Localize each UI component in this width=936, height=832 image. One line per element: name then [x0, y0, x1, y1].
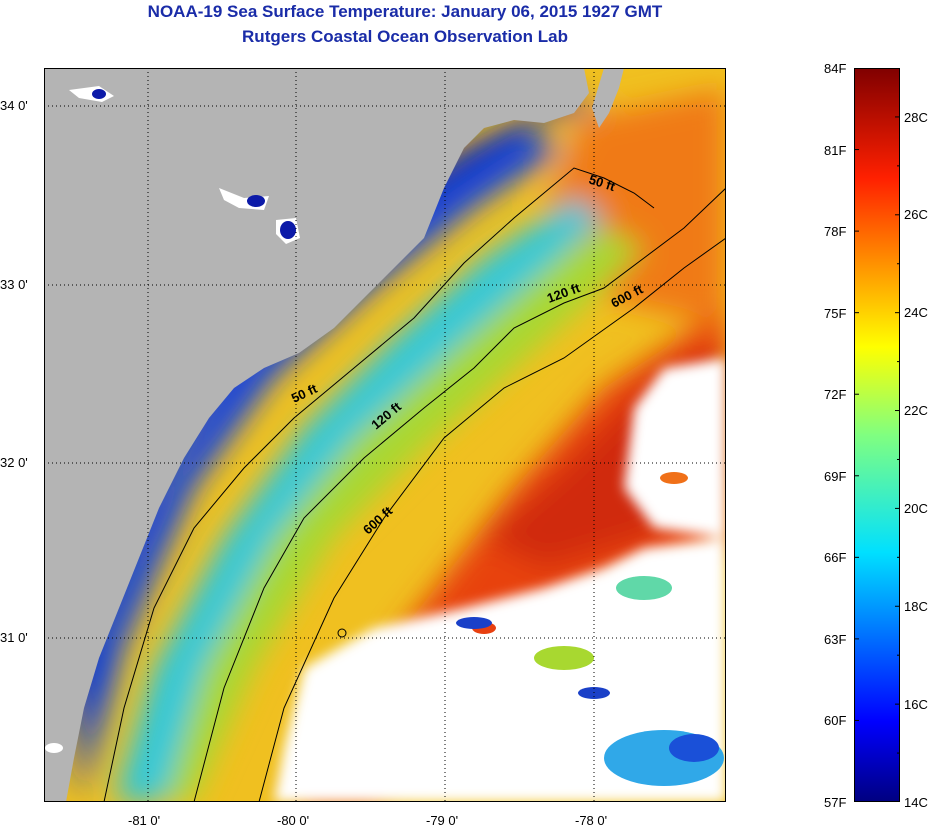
lon-label-81: -81 0'	[128, 813, 161, 828]
cbar-c-16: 16C	[904, 697, 928, 712]
lon-label-80: -80 0'	[277, 813, 310, 828]
map-title: NOAA-19 Sea Surface Temperature: January…	[147, 2, 663, 21]
lat-label-32: 32 0'	[0, 455, 28, 470]
cbar-c-22: 22C	[904, 403, 928, 418]
cbar-f-57: 57F	[824, 795, 847, 810]
colorbar-gradient	[854, 68, 900, 802]
sst-map: 50 ft 120 ft 600 ft 50 ft 120 ft 600 ft	[44, 68, 726, 802]
colorbar-frame	[854, 68, 900, 802]
cbar-f-60: 60F	[824, 713, 847, 728]
land-mass	[44, 68, 589, 802]
isobath-contours	[103, 167, 726, 802]
cbar-c-18: 18C	[904, 599, 928, 614]
cloud-mask	[274, 358, 726, 802]
isobath-600ft	[258, 237, 726, 802]
land-mass-north	[592, 68, 624, 128]
cbar-f-81: 81F	[824, 143, 847, 158]
lon-label-78: -78 0'	[575, 813, 608, 828]
map-frame	[44, 68, 726, 802]
cbar-f-69: 69F	[824, 469, 847, 484]
sst-specks	[456, 472, 724, 786]
cbar-c-14: 14C	[904, 795, 928, 810]
cbar-c-24: 24C	[904, 305, 928, 320]
lat-label-34: 34 0'	[0, 98, 28, 113]
cbar-c-26: 26C	[904, 207, 928, 222]
lat-lon-grid	[44, 68, 726, 802]
temperature-colorbar	[854, 68, 900, 802]
lon-label-79: -79 0'	[426, 813, 459, 828]
lat-label-33: 33 0'	[0, 277, 28, 292]
inland-water	[45, 86, 300, 753]
isobath-50ft	[103, 167, 655, 802]
cbar-f-72: 72F	[824, 387, 847, 402]
cbar-f-75: 75F	[824, 306, 847, 321]
cbar-c-28: 28C	[904, 110, 928, 125]
cbar-f-63: 63F	[824, 632, 847, 647]
isobath-120ft	[193, 187, 726, 802]
lat-label-31: 31 0'	[0, 630, 28, 645]
cbar-f-66: 66F	[824, 550, 847, 565]
cbar-f-78: 78F	[824, 224, 847, 239]
cbar-f-84: 84F	[824, 61, 847, 76]
cbar-c-20: 20C	[904, 501, 928, 516]
map-subtitle: Rutgers Coastal Ocean Observation Lab	[242, 27, 568, 46]
